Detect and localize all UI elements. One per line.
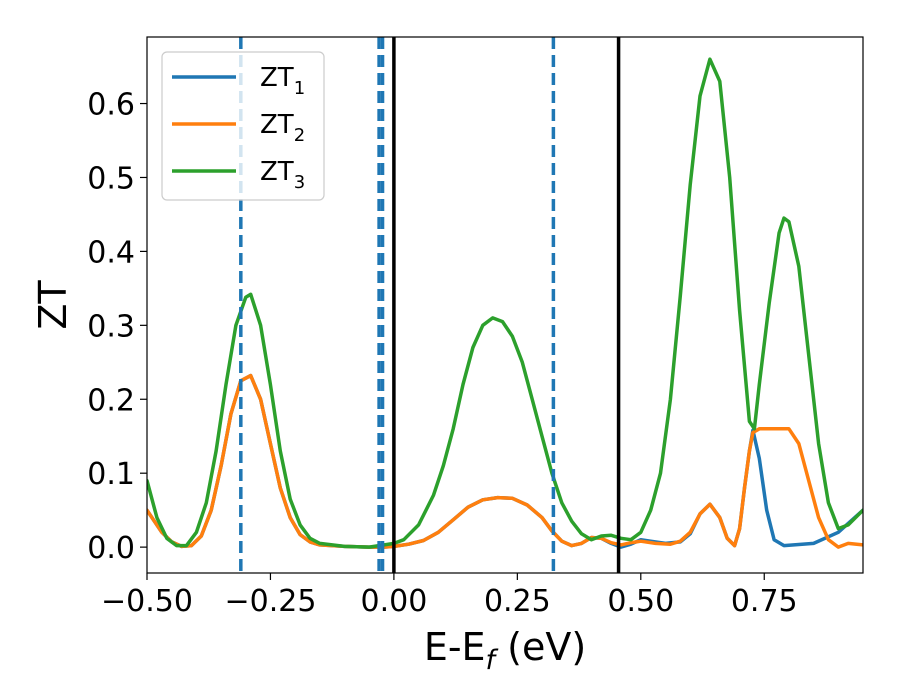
legend-label-main: ZT xyxy=(260,63,294,93)
x-tick-label: 0.75 xyxy=(731,584,798,619)
y-tick-label: 0.3 xyxy=(87,309,135,344)
series-line-zt2 xyxy=(147,373,863,549)
x-tick-label: 0.25 xyxy=(484,584,551,619)
y-tick-label: 0.4 xyxy=(87,235,135,270)
x-axis: −0.50 −0.25 0.00 0.25 0.50 0.75 xyxy=(101,573,798,619)
legend-label-zt2: ZT2 xyxy=(260,110,305,146)
x-tick-label: 0.00 xyxy=(360,584,427,619)
legend-box xyxy=(161,51,325,201)
legend-label-subscript: 3 xyxy=(294,172,305,193)
x-tick-label: −0.25 xyxy=(224,584,316,619)
series-line-zt1 xyxy=(147,373,863,549)
x-axis-label-main: E-E xyxy=(424,625,486,669)
x-tick-label: −0.50 xyxy=(101,584,193,619)
legend-label-subscript: 1 xyxy=(294,78,305,99)
y-axis-label: ZT xyxy=(31,280,75,330)
x-tick-label: 0.50 xyxy=(607,584,674,619)
plot-area xyxy=(147,57,863,549)
legend-label-main: ZT xyxy=(260,157,294,187)
axes-frame xyxy=(146,36,864,574)
x-axis-label-unit: (eV) xyxy=(495,625,586,669)
legend-label-subscript: 2 xyxy=(294,125,305,146)
y-tick-label: 0.1 xyxy=(87,457,135,492)
y-tick-label: 0.5 xyxy=(87,161,135,196)
y-axis: 0.0 0.1 0.2 0.3 0.4 0.5 0.6 xyxy=(87,88,147,566)
y-tick-label: 0.2 xyxy=(87,383,135,418)
legend-label-zt1: ZT1 xyxy=(260,63,305,99)
legend-label-zt3: ZT3 xyxy=(260,157,305,193)
y-tick-label: 0.0 xyxy=(87,531,135,566)
reference-lines xyxy=(239,37,621,573)
series-line-zt3 xyxy=(147,57,863,549)
legend-label-main: ZT xyxy=(260,110,294,140)
x-axis-label: E-Ef (eV) xyxy=(424,625,586,676)
y-tick-label: 0.6 xyxy=(87,88,135,123)
